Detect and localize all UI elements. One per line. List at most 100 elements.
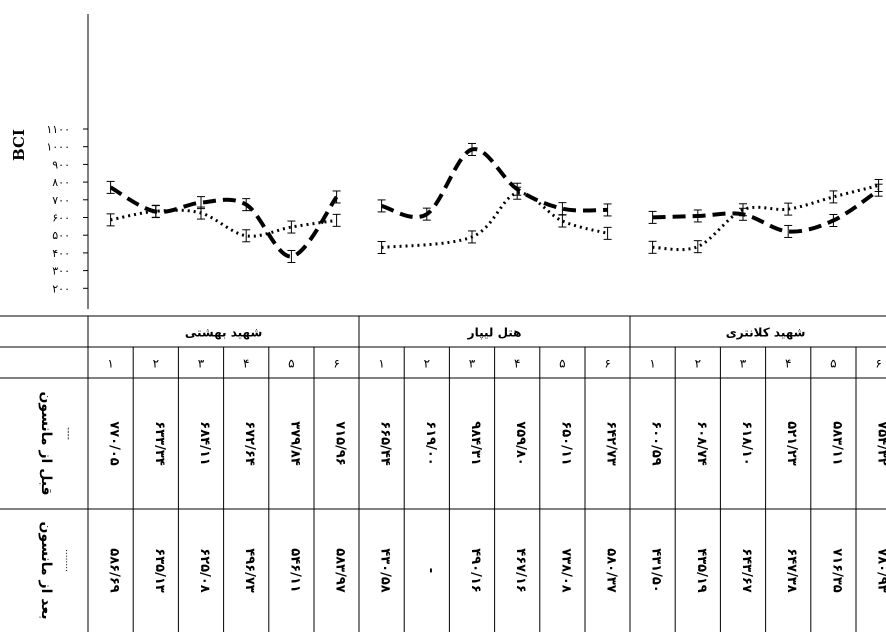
- table-value: ۶۳۵/۱۳: [152, 548, 167, 592]
- station-number: ۵: [559, 357, 565, 371]
- error-bar: [784, 224, 793, 238]
- error-bar: [829, 190, 838, 204]
- error-bar: [874, 178, 883, 192]
- station-number: ۶: [333, 357, 339, 371]
- error-bar: [739, 203, 747, 217]
- table-value: ۶۵۰/۱۱: [558, 421, 573, 465]
- error-bar: [693, 240, 702, 254]
- error-bar: [603, 203, 612, 217]
- station-number: ۲: [424, 357, 430, 371]
- y-tick-label: ۳۰۰: [52, 265, 70, 278]
- station-number: ۲: [153, 357, 159, 371]
- error-bar: [558, 214, 567, 228]
- table-value: ۶۴۳/۶۷: [739, 548, 754, 592]
- station-number: ۴: [785, 357, 791, 371]
- table-value: ۶۰۸/۷۴: [694, 421, 709, 465]
- site-header: شهید بهشتی: [185, 326, 262, 340]
- error-bar: [468, 142, 476, 156]
- legend-marker: ----: [63, 427, 73, 440]
- station-number: ۳: [198, 357, 205, 371]
- table-value: ۴۶۷/۱۶: [513, 548, 528, 592]
- table-value: ۷۳۸/۰۸: [558, 548, 573, 592]
- table-value: ۵۸۰/۳۷: [604, 548, 619, 592]
- y-tick-label: ۶۰۰: [52, 212, 70, 225]
- error-bar: [648, 210, 657, 224]
- error-bar: [377, 240, 386, 254]
- table-value: ۶۱۸/۱۰: [739, 421, 754, 465]
- station-number: ۶: [875, 357, 881, 371]
- table-value: ۷۱۶/۳۵: [829, 548, 844, 592]
- table-value: ۳۷۹/۸۴: [287, 421, 302, 465]
- error-bar: [197, 206, 205, 220]
- series-line-dotted: [652, 184, 879, 252]
- table-value: ۴۳۵/۱۹: [694, 548, 709, 592]
- error-bar: [603, 226, 612, 240]
- table-value: ۶۶۵/۴۴: [378, 421, 393, 465]
- table-value: ۶۱۹/۰۰: [423, 421, 438, 465]
- table-value: ۵۸۳/۹۷: [333, 548, 348, 592]
- table-value: ۷۸۰/۹۳: [875, 548, 886, 592]
- table-value: ۴۹۶/۷۳: [242, 548, 257, 592]
- series-line-dashed: [109, 185, 339, 259]
- error-bar: [784, 202, 793, 216]
- y-tick-label: ۱۰۰۰: [46, 141, 70, 154]
- table-value: -: [423, 568, 438, 573]
- row-label: قبل از مانسون: [38, 391, 54, 495]
- station-number: ۱: [649, 357, 655, 371]
- error-bar: [242, 229, 251, 243]
- table-value: ۶۰۰/۵۹: [649, 421, 664, 465]
- table-value: ۵۸۶/۶۹: [107, 548, 122, 592]
- y-axis-label: BCI: [10, 129, 28, 161]
- error-bar: [287, 220, 296, 234]
- station-number: ۴: [514, 357, 520, 371]
- y-tick-label: ۸۰۰: [52, 176, 70, 189]
- table-value: ۶۴۲/۷۳: [604, 421, 619, 465]
- y-tick-label: ۴۰۰: [52, 247, 70, 260]
- y-tick-label: ۷۰۰: [52, 194, 70, 207]
- site-header: هتل لیپار: [467, 326, 522, 340]
- error-bar: [648, 240, 657, 254]
- table-value: ۷۷۰/۰۵: [107, 421, 122, 465]
- error-bar: [693, 209, 702, 223]
- station-number: ۴: [243, 357, 249, 371]
- error-bar: [332, 190, 341, 204]
- error-bar: [422, 207, 431, 221]
- error-bar: [468, 230, 476, 244]
- table-value: ۷۵۹/۸۰: [513, 421, 528, 465]
- station-number: ۵: [288, 357, 294, 371]
- site-header: شهید کلانتری: [726, 326, 806, 340]
- station-number: ۵: [830, 357, 836, 371]
- error-bar: [106, 213, 115, 227]
- y-tick-label: ۹۰۰: [52, 158, 70, 171]
- y-tick-label: ۱۱۰۰: [46, 123, 70, 136]
- station-number: ۱: [107, 357, 113, 371]
- error-bar: [829, 213, 838, 227]
- series-line-dashed: [652, 188, 880, 234]
- error-bar: [332, 213, 341, 227]
- error-bar: [106, 180, 115, 194]
- y-tick-label: ۵۰۰: [52, 229, 70, 242]
- station-number: ۲: [695, 357, 701, 371]
- series-line-dotted: [381, 191, 608, 249]
- row-label: بعد از مانسون: [38, 521, 54, 619]
- station-number: ۳: [740, 357, 747, 371]
- table-value: ۵۸۳/۱۱: [829, 421, 844, 465]
- table-value: ۷۵۴/۳۲: [875, 421, 886, 465]
- station-number: ۳: [469, 357, 476, 371]
- table-value: ۵۴۶/۱۱: [287, 548, 302, 592]
- y-tick-label: ۲۰۰: [52, 282, 70, 295]
- table-value: ۷۱۵/۹۶: [333, 421, 348, 465]
- table-value: ۵۲۱/۲۳: [784, 421, 799, 465]
- error-bar: [513, 186, 522, 200]
- table-value: ۶۴۷/۳۸: [784, 548, 799, 592]
- table-value: ۶۲۵/۰۸: [197, 548, 212, 592]
- error-bar: [151, 204, 160, 218]
- legend-marker: ........: [63, 549, 73, 572]
- series-line-dashed: [381, 147, 608, 220]
- series-line-dotted: [110, 208, 337, 238]
- table-value: ۶۷۲/۶۴: [242, 421, 257, 465]
- table-value: ۶۳۳/۳۴: [152, 421, 167, 465]
- station-number: ۱: [378, 357, 384, 371]
- error-bar: [287, 249, 296, 263]
